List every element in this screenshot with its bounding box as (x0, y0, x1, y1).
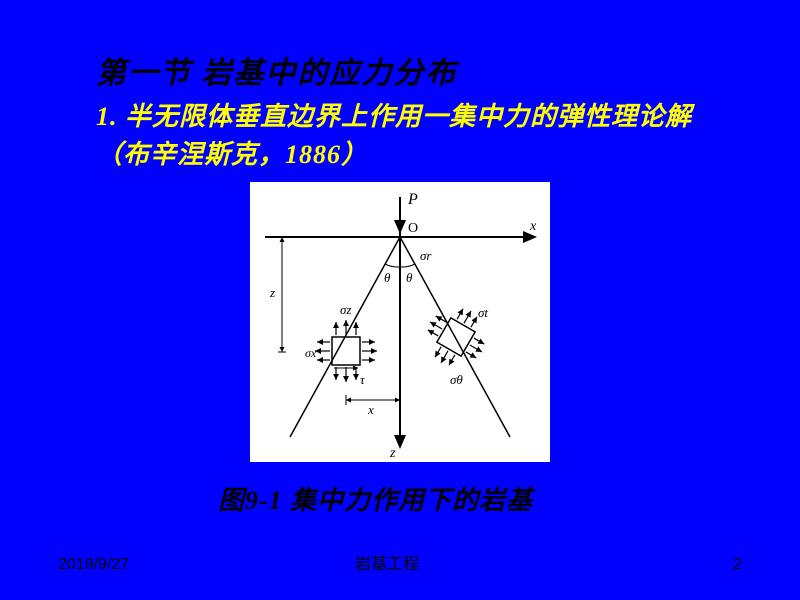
label-P: P (407, 191, 418, 208)
section-title: 第一节 岩基中的应力分布 (96, 48, 458, 92)
label-sigma-theta: σθ (450, 372, 463, 387)
label-theta2: θ (406, 270, 413, 285)
footer-page: 2 (733, 556, 742, 574)
footer-center: 岩基工程 (355, 550, 419, 574)
footer-date: 2019/9/27 (58, 556, 129, 574)
label-z-dim: z (269, 285, 275, 300)
left-stress-element (315, 320, 377, 382)
label-x: x (529, 219, 537, 234)
figure-caption: 图9-1 集中力作用下的岩基 (218, 480, 533, 517)
section-subtitle: 1. 半无限体垂直边界上作用一集中力的弹性理论解（布辛涅斯克，1886） (96, 98, 716, 173)
label-z: z (389, 446, 396, 461)
label-sigma-t: σt (478, 305, 488, 320)
label-O: O (408, 221, 418, 236)
figure-diagram: P O x z θ θ σr σz σx τ (250, 182, 550, 462)
label-x-dim: x (367, 402, 374, 417)
label-sigma-r: σr (420, 248, 432, 263)
label-tau: τ (360, 372, 366, 387)
label-sigma-x: σx (305, 346, 317, 360)
label-theta1: θ (384, 270, 391, 285)
label-sigma-z: σz (340, 302, 351, 317)
